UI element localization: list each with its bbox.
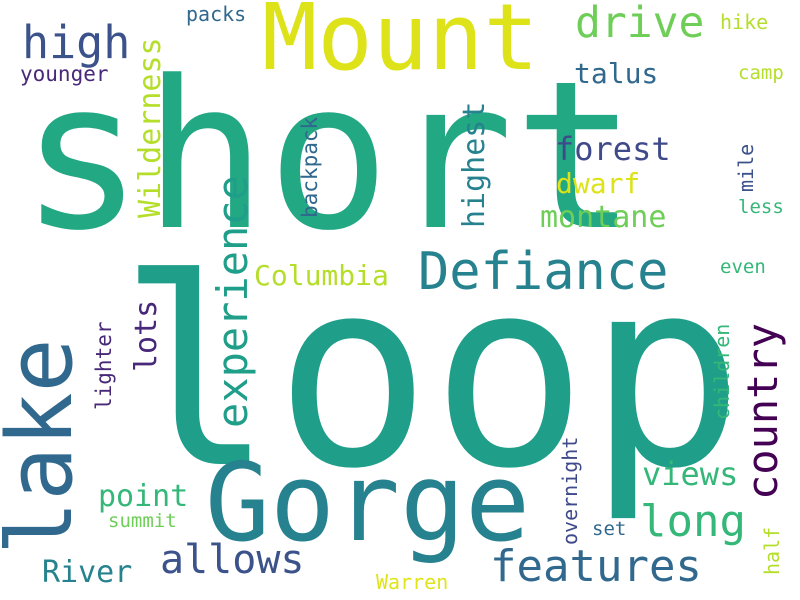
word-montane: montane	[540, 200, 667, 235]
word-experience: experience	[208, 175, 257, 428]
word-dwarf: dwarf	[556, 167, 641, 200]
word-even: even	[720, 256, 766, 278]
word-highest: highest	[457, 101, 492, 228]
word-mount: Mount	[262, 0, 539, 91]
word-younger: younger	[20, 62, 109, 86]
word-summit: summit	[108, 510, 177, 532]
word-mile: mile	[734, 143, 758, 192]
word-defiance: Defiance	[418, 242, 669, 302]
word-half: half	[760, 526, 784, 575]
word-gorge: Gorge	[205, 441, 531, 566]
word-packs: packs	[186, 2, 247, 26]
word-set: set	[592, 518, 627, 540]
word-warren: Warren	[376, 570, 449, 594]
word-children: children	[710, 323, 734, 420]
word-columbia: Columbia	[254, 259, 389, 292]
word-short: short	[20, 38, 638, 276]
word-allows: allows	[160, 537, 305, 583]
word-drive: drive	[575, 0, 705, 48]
word-lighter: lighter	[92, 321, 116, 410]
word-overnight: overnight	[558, 436, 582, 545]
word-high: high	[22, 16, 131, 69]
word-wilderness: Wilderness	[133, 37, 168, 218]
word-country: country	[738, 322, 787, 500]
word-backpack: backpack	[298, 116, 322, 218]
word-lots: lots	[129, 299, 164, 372]
word-less: less	[738, 196, 784, 218]
word-views: views	[642, 455, 739, 493]
word-river: River	[42, 555, 133, 590]
word-forest: forest	[555, 130, 671, 168]
word-talus: talus	[574, 57, 659, 90]
word-loop: loop	[118, 224, 745, 526]
word-long: long	[640, 496, 746, 547]
word-features: features	[490, 541, 702, 592]
word-camp: camp	[738, 62, 784, 84]
word-hike: hike	[720, 10, 769, 34]
word-lake: lake	[0, 338, 93, 555]
word-point: point	[98, 479, 189, 514]
